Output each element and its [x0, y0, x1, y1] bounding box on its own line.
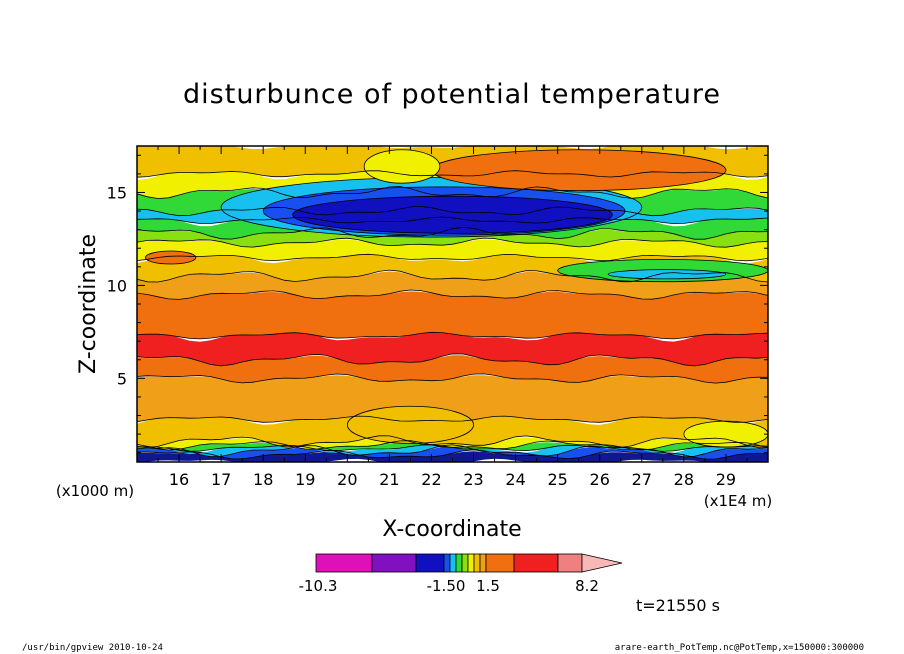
- contour-mid-orange: [137, 373, 768, 384]
- footer-left: /usr/bin/gpview 2010-10-24: [22, 643, 163, 653]
- colorbar-segment-4: [449, 553, 457, 573]
- contour-surface-yellow: [137, 440, 768, 451]
- colorbar-segment-6: [461, 553, 469, 573]
- contour-lines: [137, 170, 768, 460]
- colorbar-segment-1: [371, 553, 417, 573]
- contour-upper-yellow-2: [137, 253, 768, 262]
- colorbar-label-neg: -1.50: [427, 577, 466, 595]
- blob-top-orange-cell: [431, 149, 727, 192]
- y-axis-label: Z-coordinate: [76, 234, 101, 374]
- x-tick-label-20: 20: [337, 470, 357, 489]
- contour-top-green: [137, 205, 768, 217]
- colorbar-segment-8: [473, 553, 481, 573]
- time-annotation: t=21550 s: [636, 596, 720, 615]
- band-upper-gold: [137, 271, 768, 300]
- band-mid-red: [137, 329, 768, 366]
- x-tick-label-23: 23: [463, 470, 483, 489]
- y-tick-label-15: 15: [107, 183, 127, 202]
- colorbar-segment-2: [415, 553, 445, 573]
- blob-upper-dark-lobe: [292, 195, 613, 234]
- plot-area: [137, 146, 768, 462]
- x-tick-label-26: 26: [590, 470, 610, 489]
- x-tick-label-17: 17: [211, 470, 231, 489]
- y-unit-label: (x1000 m): [56, 482, 134, 500]
- colorbar-segment-0: [315, 553, 373, 573]
- contour-top-gold: [137, 170, 768, 178]
- colorbar-segment-9: [479, 553, 487, 573]
- band-mid-orange-2: [137, 291, 768, 339]
- x-axis-label: X-coordinate: [382, 517, 521, 542]
- x-tick-label-25: 25: [547, 470, 567, 489]
- x-tick-label-24: 24: [505, 470, 525, 489]
- contour-surface-cyan: [137, 444, 768, 458]
- contour-upper-cyan: [137, 216, 768, 225]
- colorbar-segment-3: [443, 553, 451, 573]
- colorbar-label-max: 8.2: [575, 577, 599, 595]
- band-upper-yellow-2: [137, 239, 768, 261]
- band-mid-orange: [137, 355, 768, 384]
- x-tick-label-28: 28: [674, 470, 694, 489]
- y-tick-label-10: 10: [107, 276, 127, 295]
- blob-left-orange-pocket: [145, 250, 197, 265]
- band-low-orange: [137, 375, 768, 423]
- colorbar-segment-11: [513, 553, 559, 573]
- axes: 16 17 18 19 20 21 22 23 24 25 26 27 28 29 5 10 15: [107, 146, 768, 489]
- colorbar-arrow: [581, 553, 623, 573]
- colorbar-segment-10: [485, 553, 515, 573]
- colorbar: [315, 553, 623, 573]
- band-surface-blue: [137, 446, 768, 460]
- contour-mid-red: [137, 353, 768, 367]
- blob-low-bump: [346, 405, 474, 444]
- contour-top-yellow: [137, 186, 768, 199]
- blob-top-small-yellow-ring: [363, 149, 441, 184]
- x-tick-label-18: 18: [253, 470, 273, 489]
- band-surface-dark: [137, 451, 768, 462]
- x-tick-label-16: 16: [169, 470, 189, 489]
- colorbar-labels: -10.3 -1.50 1.5 8.2: [299, 577, 599, 595]
- x-tick-label-19: 19: [295, 470, 315, 489]
- x-tick-label-21: 21: [379, 470, 399, 489]
- blob-right-cyan-pocket: [607, 269, 727, 280]
- contour-upper-yellow: [137, 269, 768, 283]
- contour-upper-gold: [137, 289, 768, 300]
- contour-mid-orange-2: [137, 331, 768, 340]
- colorbar-segment-5: [455, 553, 463, 573]
- contour-upper-green-2: [137, 226, 768, 240]
- footer-right: arare-earth_PotTemp.nc@PotTemp,x=150000:…: [615, 643, 864, 653]
- colorbar-segment-12: [557, 553, 583, 573]
- x-tick-label-29: 29: [716, 470, 736, 489]
- x-tick-label-27: 27: [632, 470, 652, 489]
- colorbar-label-pos: 1.5: [476, 577, 500, 595]
- colorbar-label-min: -10.3: [299, 577, 338, 595]
- x-unit-label: (x1E4 m): [704, 492, 773, 510]
- chart-title: disturbunce of potential temperature: [183, 79, 721, 110]
- contour-low-orange: [137, 415, 768, 423]
- contour-low-gold: [137, 435, 768, 449]
- x-tick-label-22: 22: [421, 470, 441, 489]
- colorbar-segment-7: [467, 553, 475, 573]
- contour-upper-green: [137, 237, 768, 248]
- y-tick-label-5: 5: [117, 369, 127, 388]
